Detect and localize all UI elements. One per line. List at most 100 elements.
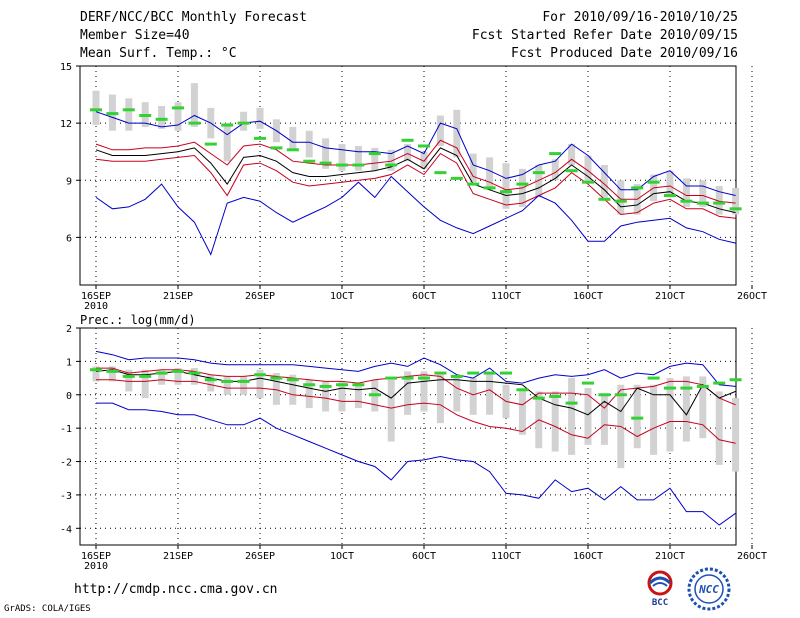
y-tick-label: 15 [60, 62, 72, 73]
spread-bar [289, 126, 297, 150]
variable-label: Mean Surf. Temp.: °C [80, 46, 237, 61]
y-tick-label: 12 [60, 119, 72, 130]
series-line-min [96, 402, 736, 526]
observed-marker [598, 393, 611, 397]
spread-bar [387, 149, 395, 171]
spread-bar [354, 383, 362, 409]
observed-marker [106, 112, 119, 116]
series-line-min [95, 175, 736, 256]
footer-url[interactable]: http://cmdp.ncc.cma.gov.cn [74, 582, 278, 597]
observed-marker [172, 369, 184, 373]
observed-marker [139, 114, 152, 118]
spread-bar [322, 138, 330, 169]
x-tick-label: 21OCT [655, 551, 685, 562]
x-tick-label: 16SEP [81, 291, 111, 302]
observed-marker [467, 371, 480, 375]
spread-bar [633, 384, 641, 449]
observed-marker [237, 121, 250, 125]
spread-bar [371, 147, 379, 171]
bcc-logo-text: BCC [652, 598, 668, 608]
observed-marker [582, 381, 594, 385]
spread-bar [682, 178, 690, 207]
spread-bar [223, 123, 231, 162]
spread-bar [158, 369, 166, 385]
bcc-logo: BCC [647, 570, 673, 608]
observed-marker [270, 376, 283, 380]
spread-bar [256, 107, 264, 129]
observed-marker [647, 376, 660, 380]
spread-bar [715, 185, 723, 215]
observed-marker [336, 383, 348, 387]
observed-marker [221, 379, 234, 383]
observed-marker [254, 136, 266, 140]
observed-marker [286, 378, 299, 382]
observed-marker [336, 163, 348, 167]
spread-bar [305, 130, 313, 158]
observed-marker [582, 180, 594, 184]
observed-marker [450, 374, 463, 378]
spread-bar [420, 151, 428, 169]
y-tick-label: 9 [66, 176, 72, 187]
observed-marker [188, 121, 201, 125]
observed-marker [549, 394, 562, 398]
observed-marker [221, 123, 234, 127]
observed-marker [696, 201, 709, 205]
x-tick-label: 21SEP [163, 291, 193, 302]
x-tick-label: 26SEP [245, 291, 275, 302]
spread-bar [682, 376, 690, 442]
observed-marker [155, 371, 168, 375]
precipitation-panel: 16SEP 21SEP 26SEP 1OCT 6OCT 11OCT 16OCT 21OCT 26… [60, 313, 767, 572]
observed-marker [713, 201, 726, 205]
series-line-max [95, 350, 736, 387]
spread-bar [486, 373, 494, 415]
y-tick-label: 0 [66, 391, 72, 402]
series-line-mean [95, 147, 736, 214]
chart-title: DERF/NCC/BCC Monthly Forecast [80, 10, 307, 25]
observed-marker [368, 152, 381, 156]
member-size-label: Member Size=40 [80, 28, 190, 43]
observed-marker [565, 169, 578, 173]
observed-marker [483, 186, 496, 190]
spread-bar [272, 373, 280, 405]
series-line-max [95, 111, 736, 196]
x-tick-label: 21OCT [655, 291, 685, 302]
observed-marker [549, 152, 562, 156]
observed-marker [385, 376, 398, 380]
x-tick-label: 11OCT [491, 291, 521, 302]
x-tick-label: 21SEP [163, 551, 193, 562]
x-year-label: 2010 [84, 561, 108, 572]
spread-bar [469, 378, 477, 415]
observed-marker [664, 386, 676, 390]
series-line-lower_red [96, 379, 736, 444]
spread-bar [256, 369, 264, 399]
spread-bar [125, 369, 133, 392]
observed-marker [204, 378, 217, 382]
observed-marker [122, 108, 135, 112]
spread-bar [600, 394, 608, 445]
observed-marker [614, 393, 627, 397]
spread-bar [92, 366, 100, 382]
spread-bar [518, 389, 526, 435]
spread-bar [404, 144, 412, 162]
observed-marker [647, 180, 660, 184]
observed-marker [237, 379, 250, 383]
observed-marker [286, 148, 299, 152]
y-tick-label: -1 [60, 424, 72, 435]
observed-marker [106, 369, 119, 373]
spread-bar [551, 159, 559, 181]
x-tick-label: 6OCT [412, 291, 436, 302]
observed-marker [483, 371, 496, 375]
observed-marker [401, 138, 414, 142]
observed-marker [303, 383, 316, 387]
observed-marker [434, 171, 447, 175]
spread-bar [354, 145, 362, 171]
observed-marker [204, 142, 217, 146]
observed-marker [352, 383, 365, 387]
observed-marker [500, 371, 512, 375]
spread-bar [650, 384, 658, 455]
spread-bar [240, 111, 248, 131]
spread-bar [617, 180, 625, 215]
spread-bar [158, 105, 166, 129]
observed-marker [122, 374, 135, 378]
spread-bar [469, 153, 477, 183]
